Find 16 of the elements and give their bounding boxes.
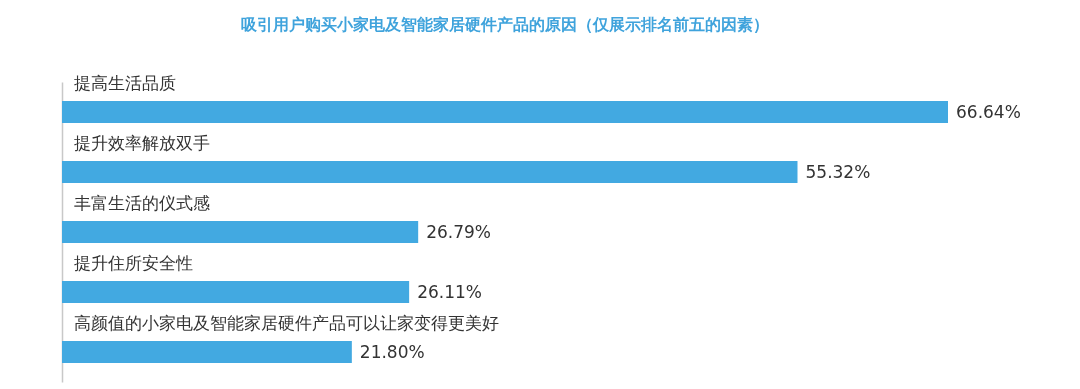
data-label: 66.64% bbox=[956, 102, 1021, 122]
data-label: 55.32% bbox=[805, 162, 871, 182]
bar bbox=[62, 221, 419, 243]
bar bbox=[62, 281, 410, 303]
chart-title: 吸引用户购买小家电及智能家居硬件产品的原因（仅展示排名前五的因素） bbox=[241, 15, 769, 34]
data-label: 21.80% bbox=[359, 342, 425, 362]
bar bbox=[62, 101, 948, 123]
bar bbox=[62, 341, 352, 363]
data-label: 26.11% bbox=[417, 282, 482, 302]
y-tick-label: 丰富生活的仪式感 bbox=[74, 193, 210, 213]
y-tick-label: 高颜值的小家电及智能家居硬件产品可以让家变得更美好 bbox=[74, 313, 499, 333]
bar bbox=[62, 161, 798, 183]
y-tick-label: 提高生活品质 bbox=[74, 73, 176, 93]
y-tick-label: 提升住所安全性 bbox=[74, 253, 193, 273]
data-label: 26.79% bbox=[426, 222, 492, 242]
y-tick-label: 提升效率解放双手 bbox=[74, 133, 210, 153]
